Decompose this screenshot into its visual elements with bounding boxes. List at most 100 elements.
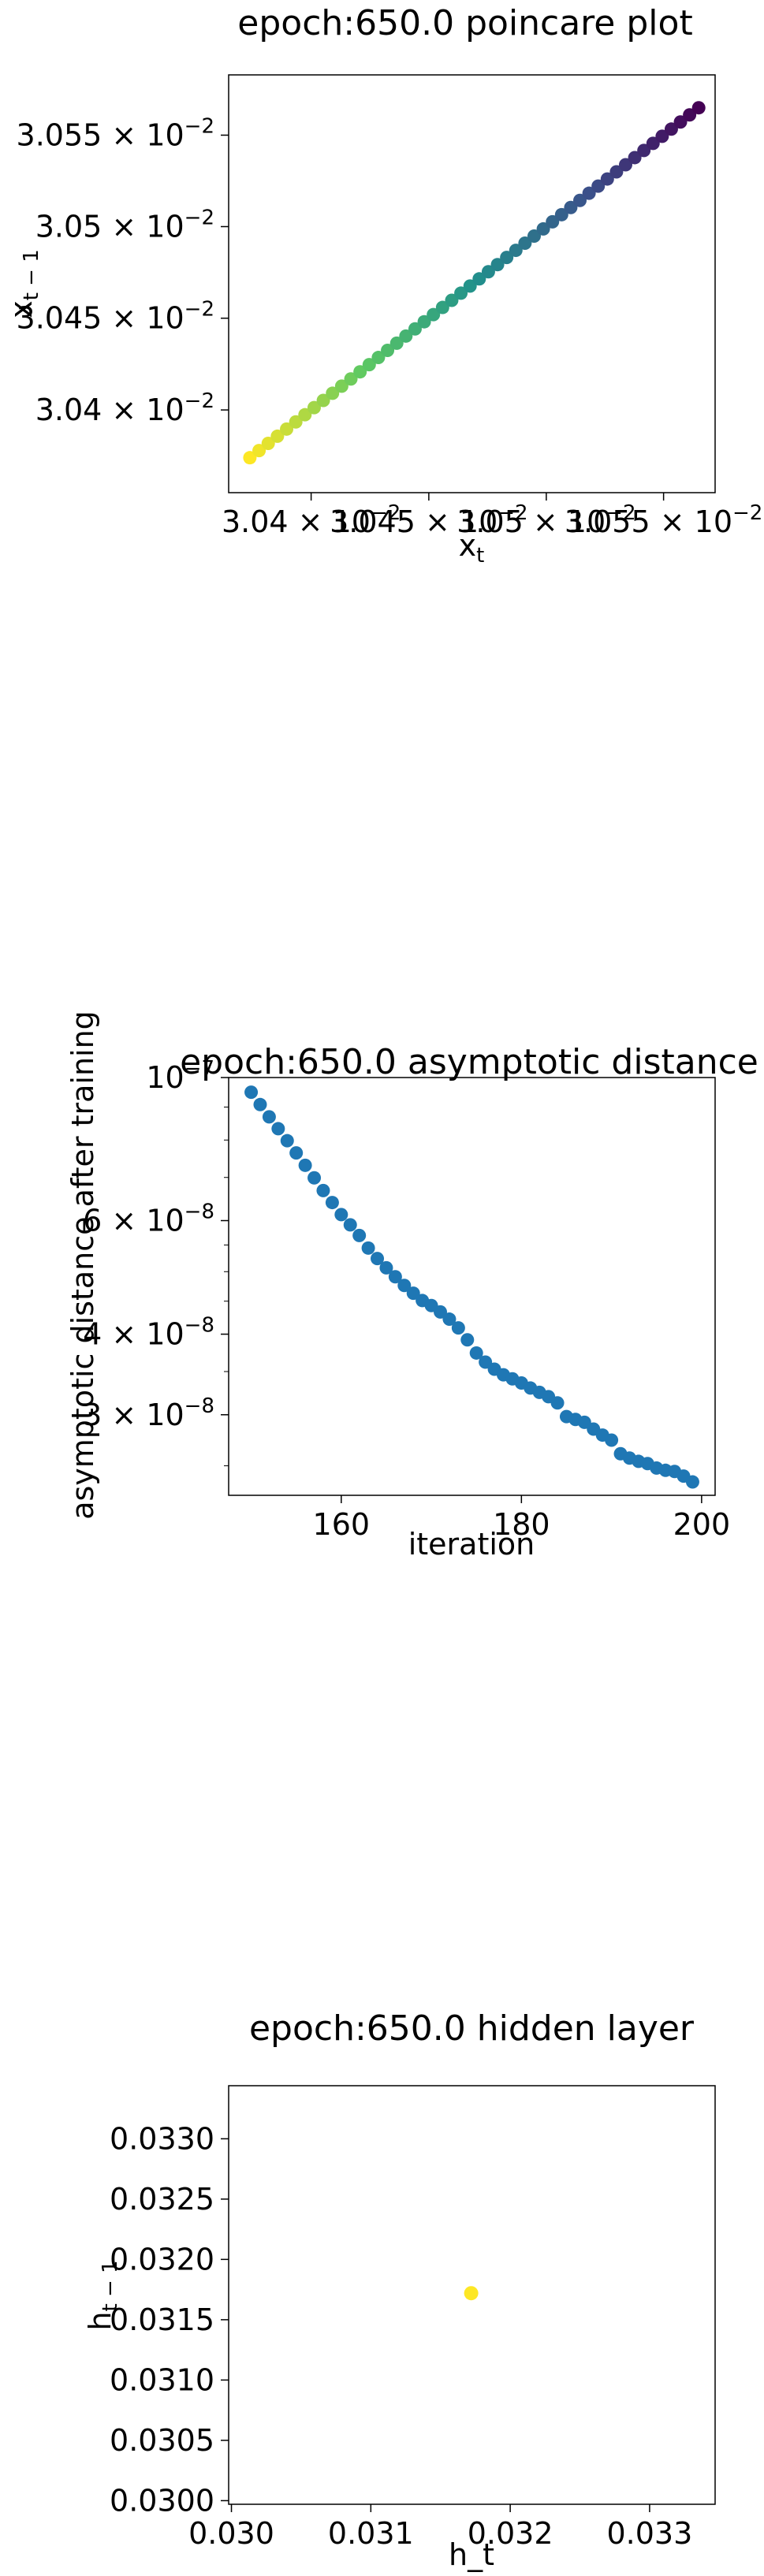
asymptotic-y-tick-label: 3 × 10−8 xyxy=(83,1394,214,1432)
asymptotic-point xyxy=(442,1312,457,1327)
asymptotic-x-tick-label: 200 xyxy=(673,1507,731,1542)
poincare-point xyxy=(454,286,468,300)
poincare-point xyxy=(546,214,560,229)
asymptotic-plot-area xyxy=(228,1077,716,1496)
asymptotic-x-ticks: 160 180 200 xyxy=(313,1495,731,1542)
asymptotic-point xyxy=(605,1433,619,1447)
asymptotic-point xyxy=(406,1286,420,1301)
poincare-point xyxy=(490,258,505,272)
asymptotic-point xyxy=(361,1241,375,1255)
poincare-point xyxy=(463,279,477,293)
poincare-y-tick-label-base: 3.05 × 10 xyxy=(35,209,184,244)
poincare-point xyxy=(417,315,431,329)
poincare-point xyxy=(554,207,568,221)
poincare-point xyxy=(472,272,486,286)
asymptotic-x-label: iteration xyxy=(408,1527,535,1562)
hidden-y-ticks: 0.0300 0.0305 0.0310 0.0315 0.0320 0.0325 0.03… xyxy=(110,2121,229,2518)
hidden-y-tick-label: 0.0325 xyxy=(110,2182,214,2217)
asymptotic-y-label: asymptotic distance after training xyxy=(65,1011,100,1520)
poincare-y-label: xt − 1 xyxy=(4,249,43,318)
poincare-point xyxy=(243,451,257,465)
asymptotic-y-ticks: 10−76 × 10−84 × 10−83 × 10−8 xyxy=(83,1057,229,1467)
poincare-point xyxy=(371,351,386,365)
asymptotic-y-tick-label-base: 3 × 10 xyxy=(83,1398,184,1432)
asymptotic-x-tick-label: 160 xyxy=(313,1507,371,1542)
asymptotic-point xyxy=(289,1146,304,1160)
poincare-y-tick-label: 3.04 × 10−2 xyxy=(35,389,214,427)
poincare-point xyxy=(389,336,404,350)
poincare-chart: epoch:650.0 poincare plot 3.04 × 10−23.0… xyxy=(4,3,762,568)
poincare-point xyxy=(399,329,413,343)
asymptotic-y-tick-label: 6 × 10−8 xyxy=(83,1201,214,1238)
hidden-y-tick-label: 0.0315 xyxy=(110,2302,214,2337)
asymptotic-point xyxy=(397,1279,412,1293)
poincare-point xyxy=(691,101,706,115)
poincare-point xyxy=(326,386,340,400)
hidden-y-tick-label: 0.0300 xyxy=(110,2483,214,2518)
poincare-point xyxy=(527,229,541,243)
hidden-x-tick-label: 0.031 xyxy=(328,2516,414,2551)
asymptotic-point xyxy=(460,1333,475,1347)
poincare-y-tick-label-base: 3.045 × 10 xyxy=(17,301,184,336)
asymptotic-point xyxy=(479,1355,493,1369)
hidden-title: epoch:650.0 hidden layer xyxy=(249,2008,695,2049)
asymptotic-point xyxy=(352,1228,367,1242)
hidden-x-tick-label: 0.032 xyxy=(468,2516,553,2551)
asymptotic-point xyxy=(550,1396,565,1410)
asymptotic-chart: epoch:650.0 asymptotic distance 160 180 20… xyxy=(65,1011,758,1562)
poincare-point xyxy=(252,444,266,458)
hidden-x-tick-label: 0.030 xyxy=(188,2516,274,2551)
asymptotic-y-tick-label-base: 10 xyxy=(146,1060,184,1095)
asymptotic-point xyxy=(371,1252,385,1266)
poincare-point xyxy=(619,158,633,172)
poincare-plot-area xyxy=(228,74,716,493)
poincare-y-tick-label-exp: −2 xyxy=(184,206,214,229)
poincare-point xyxy=(289,415,303,429)
hidden-y-tick-label: 0.0305 xyxy=(110,2423,214,2458)
asymptotic-point xyxy=(469,1346,483,1360)
asymptotic-points xyxy=(244,1085,699,1489)
poincare-y-label-sub: t − 1 xyxy=(20,249,43,300)
poincare-point xyxy=(334,379,348,393)
hidden-y-tick-label: 0.0330 xyxy=(110,2121,214,2156)
hidden-y-tick-label: 0.0310 xyxy=(110,2362,214,2397)
poincare-point xyxy=(573,193,587,207)
poincare-point xyxy=(582,186,596,200)
asymptotic-y-tick-label: 10−7 xyxy=(146,1057,214,1095)
poincare-x-tick-label-base: 3.055 × 10 xyxy=(565,504,732,539)
poincare-point xyxy=(362,358,376,372)
poincare-x-tick-label: 3.055 × 10−2 xyxy=(565,501,762,539)
hidden-plot-area xyxy=(228,2085,716,2505)
poincare-point xyxy=(500,251,514,265)
poincare-point xyxy=(673,115,688,129)
poincare-point xyxy=(509,244,523,258)
poincare-x-tick-label-exp: −2 xyxy=(732,501,762,525)
poincare-point xyxy=(591,179,606,193)
poincare-points xyxy=(243,101,706,465)
poincare-point xyxy=(435,300,449,315)
asymptotic-y-tick-label-exp: −8 xyxy=(184,1201,214,1224)
poincare-y-tick-label-exp: −2 xyxy=(184,114,214,138)
poincare-x-tick-label-base: 3.045 × 10 xyxy=(330,504,498,539)
asymptotic-point xyxy=(685,1475,699,1489)
poincare-x-label: xt xyxy=(459,528,485,568)
asymptotic-x-tick-label: 180 xyxy=(493,1507,550,1542)
hidden-points xyxy=(464,2286,479,2301)
poincare-x-tick-label-exp: −2 xyxy=(606,501,635,525)
poincare-point xyxy=(381,343,395,357)
poincare-point xyxy=(445,293,459,307)
hidden-x-ticks: 0.030 0.031 0.032 0.033 xyxy=(188,2504,692,2551)
poincare-point xyxy=(628,151,642,165)
poincare-point xyxy=(518,236,532,251)
hidden-y-label: ht − 1 xyxy=(83,2260,122,2330)
poincare-point xyxy=(261,437,275,451)
asymptotic-point xyxy=(343,1218,357,1232)
poincare-point xyxy=(316,393,330,408)
poincare-point xyxy=(683,108,697,122)
asymptotic-point xyxy=(434,1305,448,1319)
asymptotic-point xyxy=(379,1260,393,1275)
poincare-x-tick-label: 3.05 × 10−2 xyxy=(457,501,635,539)
asymptotic-y-tick-label: 4 × 10−8 xyxy=(83,1314,214,1352)
poincare-point xyxy=(408,322,422,336)
